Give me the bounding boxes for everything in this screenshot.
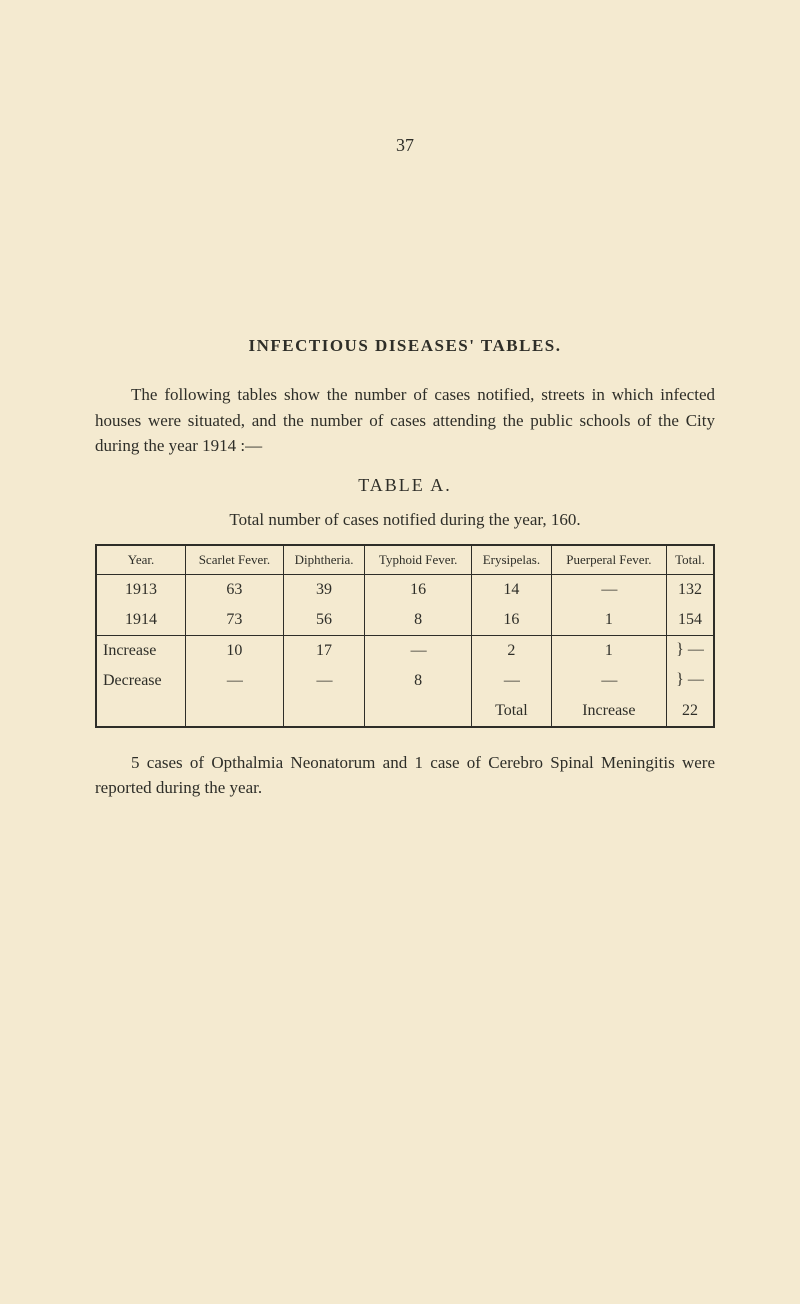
intro-paragraph: The following tables show the number of … [95, 382, 715, 459]
cell-diphtheria: — [283, 666, 365, 696]
cell-erysipelas: 2 [472, 635, 552, 666]
col-year: Year. [96, 545, 186, 575]
cell-year: 1913 [96, 574, 186, 605]
table-row: 1914 73 56 8 16 1 154 [96, 605, 714, 636]
col-erysipelas: Erysipelas. [472, 545, 552, 575]
table-row-total: Total Increase 22 [96, 696, 714, 727]
section-title: INFECTIOUS DISEASES' TABLES. [95, 336, 715, 356]
table-caption: Total number of cases notified during th… [95, 510, 715, 530]
col-total: Total. [666, 545, 714, 575]
cell-typhoid: 16 [365, 574, 472, 605]
cell-scarlet: 10 [186, 635, 284, 666]
col-scarlet: Scarlet Fever. [186, 545, 284, 575]
col-typhoid: Typhoid Fever. [365, 545, 472, 575]
cell-erysipelas: 16 [472, 605, 552, 636]
cell-increase-label: Increase [551, 696, 666, 727]
infectious-diseases-table: Year. Scarlet Fever. Diphtheria. Typhoid… [95, 544, 715, 728]
table-row: Increase 10 17 — 2 1 } — [96, 635, 714, 666]
page-number: 37 [95, 135, 715, 156]
cell-puerperal: — [551, 666, 666, 696]
col-puerperal: Puerperal Fever. [551, 545, 666, 575]
cell-typhoid: 8 [365, 605, 472, 636]
cell-empty [186, 696, 284, 727]
cell-total: } — [666, 666, 714, 696]
cell-total: 154 [666, 605, 714, 636]
cell-scarlet: 73 [186, 605, 284, 636]
cell-scarlet: — [186, 666, 284, 696]
cell-total-value: 22 [666, 696, 714, 727]
cell-erysipelas: — [472, 666, 552, 696]
cell-total: } — [666, 635, 714, 666]
cell-puerperal: 1 [551, 605, 666, 636]
cell-diphtheria: 17 [283, 635, 365, 666]
cell-total-label: Total [472, 696, 552, 727]
col-diphtheria: Diphtheria. [283, 545, 365, 575]
table-row: Decrease — — 8 — — } — [96, 666, 714, 696]
cell-diphtheria: 56 [283, 605, 365, 636]
cell-label: Decrease [96, 666, 186, 696]
cell-scarlet: 63 [186, 574, 284, 605]
cell-label: Increase [96, 635, 186, 666]
cell-typhoid: 8 [365, 666, 472, 696]
cell-typhoid: — [365, 635, 472, 666]
table-header-row: Year. Scarlet Fever. Diphtheria. Typhoid… [96, 545, 714, 575]
cell-empty [96, 696, 186, 727]
cell-empty [365, 696, 472, 727]
cell-erysipelas: 14 [472, 574, 552, 605]
footnote-paragraph: 5 cases of Opthalmia Neonatorum and 1 ca… [95, 750, 715, 801]
table-label: TABLE A. [95, 475, 715, 496]
cell-empty [283, 696, 365, 727]
table-row: 1913 63 39 16 14 — 132 [96, 574, 714, 605]
cell-total: 132 [666, 574, 714, 605]
cell-year: 1914 [96, 605, 186, 636]
cell-puerperal: — [551, 574, 666, 605]
cell-diphtheria: 39 [283, 574, 365, 605]
cell-puerperal: 1 [551, 635, 666, 666]
